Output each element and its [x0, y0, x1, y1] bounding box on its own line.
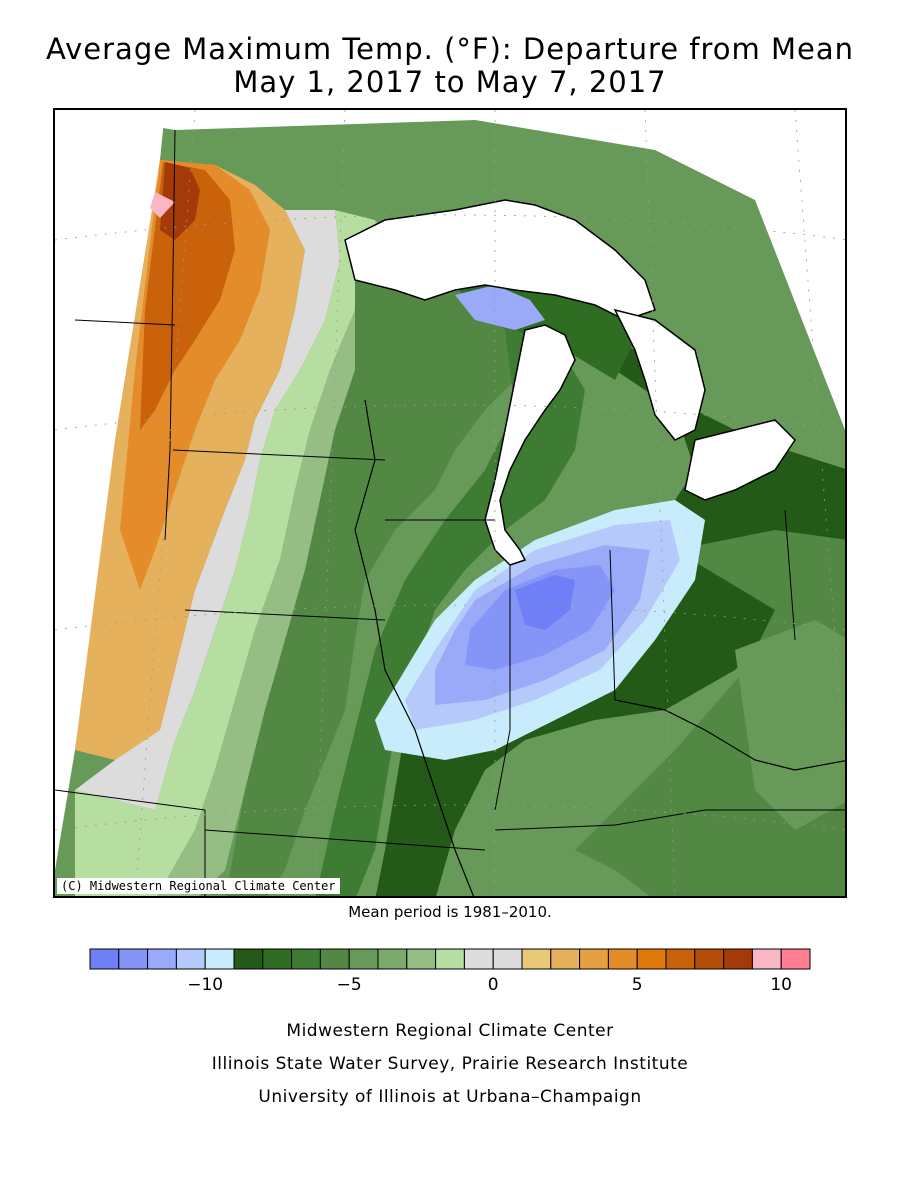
border-mo-ar: [204, 829, 486, 851]
legend-bin-11: [406, 948, 437, 970]
legend-bin-16: [550, 948, 581, 970]
legend-tick-label: −10: [187, 975, 224, 995]
color-legend: [89, 948, 811, 970]
rivers: [354, 399, 845, 896]
outside-area-north: [55, 110, 845, 430]
legend-bin-1: [118, 948, 149, 970]
state-borders: [55, 129, 845, 896]
legend-tick-label: 0: [487, 975, 499, 995]
legend-bin-23: [751, 948, 782, 970]
lat-lon-grid: [55, 110, 845, 896]
legend-bin-21: [694, 948, 725, 970]
legend-bin-19: [636, 948, 667, 970]
legend-bin-5: [233, 948, 264, 970]
legend-bin-7: [291, 948, 321, 970]
border-ia-mo: [184, 609, 386, 621]
copyright-label: (C) Midwestern Regional Climate Center: [57, 878, 340, 894]
hot-spot: [150, 192, 175, 218]
cool-band-2: [225, 240, 525, 896]
border-oh-pa: [784, 509, 796, 641]
legend-bin-14: [492, 948, 523, 970]
slightly-cool-band: [75, 210, 385, 896]
border-ky-tn: [494, 809, 845, 831]
border-mn-ia: [172, 449, 386, 461]
legend-bin-8: [319, 948, 350, 970]
border-nd-mn: [164, 129, 176, 541]
legend-bin-20: [665, 948, 696, 970]
ohio-river: [614, 699, 845, 771]
legend-tick-label: 10: [770, 975, 793, 995]
legend-bin-3: [175, 948, 206, 970]
legend-bin-18: [607, 948, 638, 970]
legend-bin-24: [780, 948, 811, 970]
legend-bin-13: [463, 948, 494, 970]
legend-bin-9: [348, 948, 379, 970]
legend-bin-10: [377, 948, 408, 970]
lake-erie: [684, 419, 796, 501]
credit-isws: Illinois State Water Survey, Prairie Res…: [211, 1054, 689, 1074]
legend-bin-4: [204, 948, 235, 970]
mean-period-note: Mean period is 1981–2010.: [348, 903, 552, 921]
legend-bin-15: [521, 948, 552, 970]
cool-band-east-inner: [735, 620, 845, 830]
cold-zone-core: [515, 575, 575, 630]
border-ne-ks: [55, 789, 206, 811]
map-title: Average Maximum Temp. (°F): Departure fr…: [45, 32, 855, 66]
temperature-departure-map: [55, 110, 845, 896]
border-il-in: [494, 565, 511, 811]
mississippi-river: [354, 399, 475, 896]
legend-bin-12: [435, 948, 465, 970]
legend-bin-22: [723, 948, 753, 970]
upper-peninsula-cold-spot: [455, 285, 545, 330]
cool-band-1: [157, 220, 405, 896]
credit-mrcc: Midwestern Regional Climate Center: [286, 1021, 614, 1041]
map-panel: (C) Midwestern Regional Climate Center: [53, 108, 847, 898]
credit-uiuc: University of Illinois at Urbana–Champai…: [258, 1087, 642, 1107]
lake-huron: [613, 308, 706, 441]
legend-bin-2: [147, 948, 177, 970]
near-normal-band: [75, 210, 340, 810]
border-nd-sd: [74, 319, 176, 326]
legend-bin-0: [89, 948, 120, 970]
legend-bin-6: [262, 948, 293, 970]
legend-tick-label: −5: [336, 975, 362, 995]
legend-tick-label: 5: [631, 975, 643, 995]
legend-bin-17: [579, 948, 609, 970]
legend-tick-labels: −10 −5 0 5 10: [0, 975, 900, 999]
warm-zone-max: [160, 162, 200, 240]
map-date-range: May 1, 2017 to May 7, 2017: [233, 65, 667, 99]
border-in-oh: [609, 549, 616, 701]
